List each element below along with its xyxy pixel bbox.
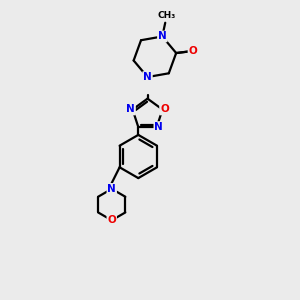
Text: O: O	[107, 215, 116, 225]
Text: N: N	[143, 72, 152, 82]
Text: N: N	[158, 32, 167, 41]
Text: O: O	[188, 46, 197, 56]
Text: O: O	[160, 104, 169, 115]
Text: N: N	[126, 104, 135, 115]
Text: N: N	[154, 122, 163, 132]
Text: CH₃: CH₃	[157, 11, 175, 20]
Text: N: N	[107, 184, 116, 194]
